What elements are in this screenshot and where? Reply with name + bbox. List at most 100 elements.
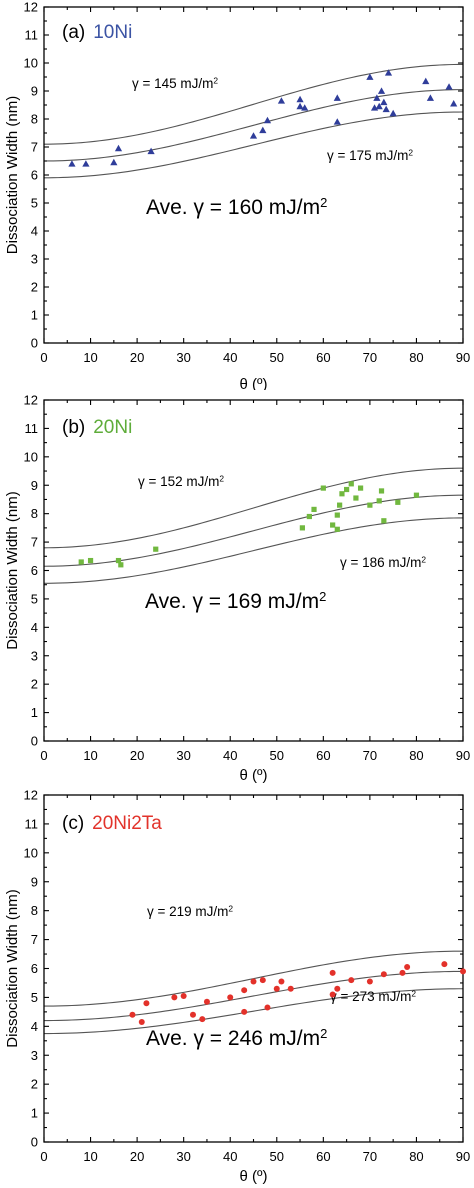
sample-name: 20Ni: [93, 417, 132, 438]
x-tick-label: 20: [130, 748, 144, 763]
plot-frame: [43, 6, 464, 344]
x-tick-label: 70: [363, 1149, 377, 1164]
average-gamma-label: Ave. γ = 246 mJ/m2: [146, 1026, 327, 1050]
data-point: [348, 481, 354, 487]
gamma-lower-label-sup: 2: [421, 554, 426, 564]
y-tick-label: 7: [31, 932, 38, 947]
average-gamma-label: Ave. γ = 169 mJ/m2: [145, 589, 326, 613]
gamma-lower-label-text: γ = 175 mJ/m: [327, 148, 408, 163]
data-point: [399, 969, 406, 976]
panel-tag: (b) 20Ni: [62, 417, 132, 438]
y-tick-label: 2: [31, 677, 38, 692]
y-tick-label: 12: [24, 788, 38, 803]
y-tick-label: 10: [24, 449, 38, 464]
data-point: [189, 1011, 196, 1018]
data-point: [334, 526, 340, 532]
data-point: [264, 1004, 271, 1011]
average-gamma-label: Ave. γ = 160 mJ/m2: [146, 195, 327, 219]
gamma-lower-label-text: γ = 186 mJ/m: [340, 555, 421, 570]
x-tick-label: 20: [130, 1149, 144, 1164]
data-point: [339, 491, 345, 497]
data-point: [87, 557, 94, 564]
x-tick-label: 0: [40, 350, 47, 365]
average-gamma-label-sup: 2: [319, 589, 326, 604]
y-tick-label: 6: [31, 563, 38, 578]
y-tick-label: 4: [31, 1019, 38, 1034]
y-tick-label: 9: [31, 874, 38, 889]
fit-curve-2: [43, 517, 464, 584]
x-tick-label: 0: [40, 1149, 47, 1164]
y-tick-label: 8: [31, 506, 38, 521]
x-tick-label: 40: [223, 1149, 237, 1164]
data-point: [320, 485, 326, 491]
y-tick-label: 5: [31, 591, 38, 606]
gamma-upper-label: γ = 219 mJ/m2: [147, 903, 233, 919]
y-tick-label: 5: [31, 196, 38, 211]
y-tick-label: 2: [31, 280, 38, 295]
data-point: [153, 546, 159, 552]
data-point: [330, 522, 336, 528]
y-tick-label: 10: [24, 845, 38, 860]
panel-label: (c): [62, 813, 84, 834]
data-point: [413, 492, 420, 498]
data-point: [299, 525, 305, 531]
x-tick-label: 40: [223, 748, 237, 763]
average-gamma-label-sup: 2: [320, 1026, 327, 1041]
y-axis-label: Dissociation Width (nm): [4, 96, 21, 254]
fit-curve-2: [43, 111, 464, 179]
data-point: [180, 992, 187, 999]
gamma-upper-label: γ = 145 mJ/m2: [132, 75, 218, 91]
x-tick-label: 10: [83, 350, 97, 365]
y-tick-label: 9: [31, 84, 38, 99]
gamma-upper-label-text: γ = 145 mJ/m: [132, 76, 213, 91]
data-point: [114, 144, 123, 152]
gamma-upper-label-sup: 2: [219, 473, 224, 483]
y-tick-label: 12: [24, 393, 38, 408]
data-point: [82, 160, 90, 167]
fit-curve-0: [43, 467, 464, 549]
gamma-lower-label-sup: 2: [411, 988, 416, 998]
data-point: [380, 971, 387, 978]
x-tick-label: 50: [270, 350, 284, 365]
data-point: [273, 985, 280, 992]
y-tick-label: 3: [31, 648, 38, 663]
data-point: [333, 118, 341, 125]
fit-curve-2: [43, 988, 464, 1035]
plot-frame: [43, 794, 464, 1143]
data-point: [348, 977, 355, 984]
data-point: [344, 486, 350, 493]
y-tick-label: 0: [31, 1135, 38, 1150]
data-point: [378, 488, 385, 494]
data-point: [404, 964, 411, 971]
y-tick-label: 10: [24, 56, 38, 71]
y-tick-label: 2: [31, 1077, 38, 1092]
data-point: [377, 87, 386, 94]
plot-frame: [43, 399, 464, 742]
x-tick-label: 30: [176, 748, 190, 763]
y-tick-label: 0: [31, 734, 38, 749]
x-tick-label: 90: [456, 350, 470, 365]
data-point: [199, 1016, 206, 1023]
data-point: [311, 506, 317, 513]
data-point: [389, 109, 397, 117]
y-tick-label: 11: [25, 816, 39, 831]
gamma-upper-label-sup: 2: [213, 75, 218, 85]
x-tick-label: 80: [409, 1149, 423, 1164]
fit-curve-1: [43, 89, 464, 162]
average-gamma-label-text: Ave. γ = 246 mJ/m: [146, 1027, 320, 1050]
y-tick-label: 5: [31, 990, 38, 1005]
sample-name: 10Ni: [93, 22, 132, 43]
data-point: [380, 98, 388, 106]
data-point: [296, 95, 304, 103]
y-axis-label: Dissociation Width (nm): [4, 889, 21, 1047]
panel-tag: (c) 20Ni2Ta: [62, 813, 162, 834]
y-tick-label: 8: [31, 112, 38, 127]
y-tick-label: 8: [31, 903, 38, 918]
data-point: [241, 1008, 248, 1015]
data-point: [78, 559, 84, 565]
data-point: [301, 104, 309, 111]
x-tick-label: 10: [83, 748, 97, 763]
x-tick-label: 60: [316, 748, 330, 763]
x-axis-label: θ (º): [240, 767, 268, 784]
